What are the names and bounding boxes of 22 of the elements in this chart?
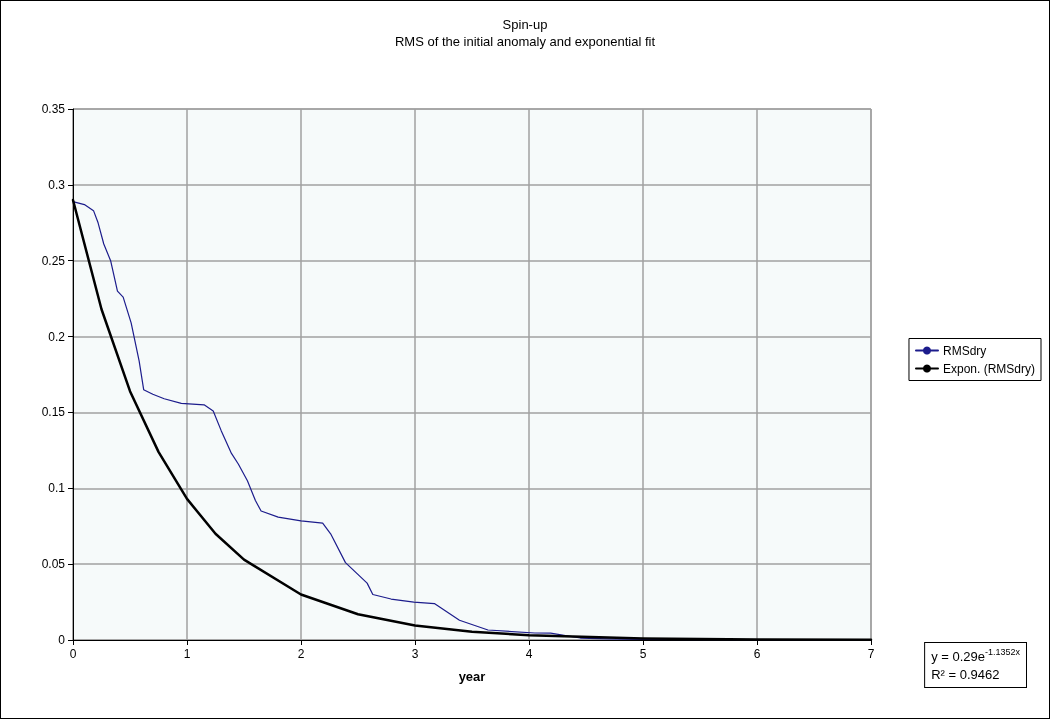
x-tick-label: 7	[867, 647, 875, 661]
text: R² = 0.9462	[931, 666, 1000, 682]
x-tick-label: 0	[69, 647, 77, 661]
y-tick-label: 0.3	[48, 177, 66, 192]
x-tick-label: 5	[639, 647, 647, 661]
x-tick-label: 3	[411, 647, 419, 661]
chart-subtitle: RMS of the initial anomaly and exponential fit	[394, 34, 656, 49]
x-axis-title: year	[458, 669, 486, 684]
y-tick-label: 0.2	[48, 329, 66, 344]
y-tick-label: 0.1	[48, 481, 66, 496]
x-tick-label: 2	[297, 647, 305, 661]
legend-label: Expon. (RMSdry)	[942, 361, 1036, 376]
x-tick-label: 4	[525, 647, 533, 661]
y-tick-label: 0.35	[41, 102, 66, 116]
y-tick-label: 0.15	[41, 405, 66, 420]
x-tick-label: 6	[753, 647, 761, 661]
x-tick-label: 1	[183, 647, 191, 661]
y-tick-label: 0	[58, 633, 66, 647]
chart-title: Spin-up	[502, 17, 548, 32]
y-tick-label: 0.25	[41, 253, 66, 268]
y-tick-label: 0.05	[41, 557, 66, 572]
legend-label: RMSdry	[942, 343, 987, 358]
